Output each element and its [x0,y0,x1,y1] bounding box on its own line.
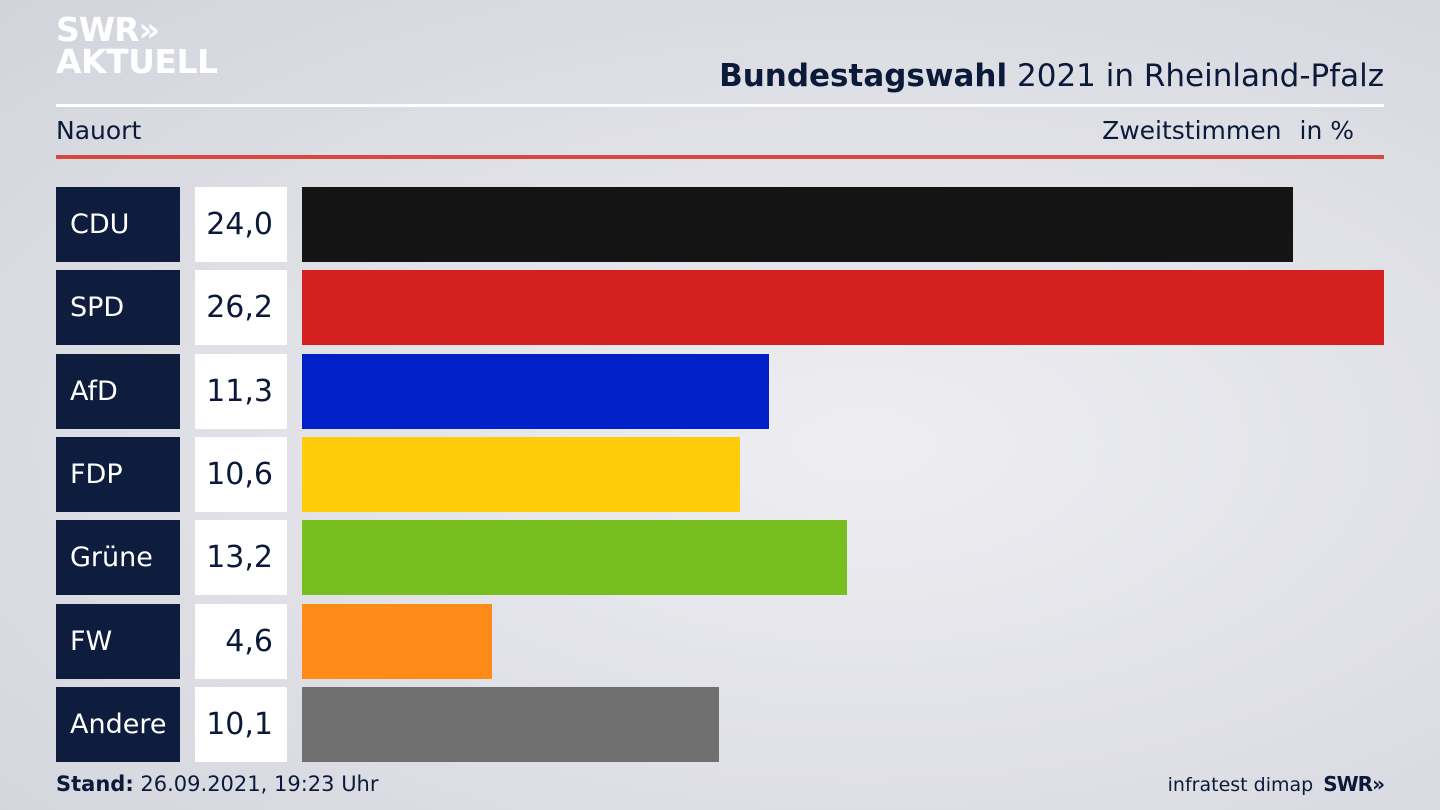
header-divider [56,155,1384,159]
value-label: 10,6 [195,436,287,512]
chart-row: FDP 10,6 [56,436,1384,512]
bar [302,187,1293,262]
timestamp-value: 26.09.2021, 19:23 Uhr [140,772,379,796]
chart-row: CDU 24,0 [56,187,1384,262]
timestamp-label: Stand: [56,772,134,796]
chart-row: Andere 10,1 [56,686,1384,762]
timestamp: Stand: 26.09.2021, 19:23 Uhr [56,772,379,796]
source-text: infratest dimap [1167,774,1314,796]
chart-row: SPD 26,2 [56,270,1384,346]
measure-text: Zweitstimmen [1102,116,1282,145]
value-label: 13,2 [195,520,287,596]
party-label: AfD [56,353,180,429]
chart-row: Grüne 13,2 [56,520,1384,596]
bar [302,270,1384,346]
value-label: 10,1 [195,686,287,762]
chart-row: AfD 11,3 [56,353,1384,429]
party-label: Grüne [56,520,180,596]
unit-text: in % [1299,116,1355,145]
chart-row: FW 4,6 [56,603,1384,679]
party-label: CDU [56,187,180,262]
party-label: SPD [56,270,180,346]
bar [302,603,492,679]
chart-title: Bundestagswahl 2021 in Rheinland-Pfalz [719,58,1384,94]
party-label: FDP [56,436,180,512]
bar [302,353,769,429]
bar [302,686,719,762]
chart-title-bold: Bundestagswahl [719,58,1008,94]
swr-brand-text: SWR [1323,772,1373,796]
title-divider [56,104,1384,107]
party-label: FW [56,603,180,679]
logo-aktuell-text: AKTUELL [56,42,218,82]
bar [302,520,847,596]
source-credit: infratest dimap SWR» [1167,772,1385,796]
swr-aktuell-logo: SWR» AKTUELL [56,13,218,82]
bar [302,436,740,512]
value-label: 24,0 [195,187,287,262]
value-label: 11,3 [195,353,287,429]
chart-title-rest: 2021 in Rheinland-Pfalz [1017,58,1384,94]
party-label: Andere [56,686,180,762]
value-label: 4,6 [195,603,287,679]
value-label: 26,2 [195,270,287,346]
logo-swr-text: SWR [56,10,140,49]
swr-brand-logo: SWR» [1323,772,1385,796]
swr-chevron-icon: » [1372,772,1385,796]
measure-label: Zweitstimmen in % [1102,116,1354,145]
location-label: Nauort [56,116,142,145]
